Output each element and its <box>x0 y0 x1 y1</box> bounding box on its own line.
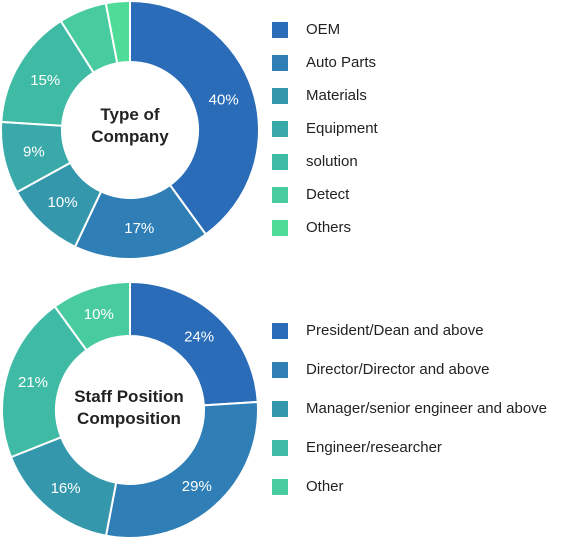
slice-label: 9% <box>23 143 45 160</box>
legend-label: solution <box>306 153 358 170</box>
slice-label: 21% <box>18 374 48 391</box>
slice-label: 15% <box>30 72 60 89</box>
legend-label: OEM <box>306 21 341 38</box>
type-of-company-chart: 40% 17% 10% 9% 15% Type of Company OEM Auto P… <box>0 0 580 262</box>
legend-swatch <box>272 186 288 203</box>
legend-swatch <box>272 219 288 236</box>
legend-item: Other <box>272 467 547 506</box>
slice-label: 10% <box>48 194 78 211</box>
slice-label: 29% <box>182 478 212 495</box>
legend-swatch <box>272 120 288 137</box>
chart-title-line: Type of <box>100 105 160 124</box>
legend-item: Engineer/researcher <box>272 428 547 467</box>
legend-swatch <box>272 322 288 339</box>
legend-item: Others <box>272 211 378 244</box>
chart-title-line: Staff Position <box>74 387 184 406</box>
legend-swatch <box>272 21 288 38</box>
chart-title-line: Composition <box>77 409 181 428</box>
legend-label: Manager/senior engineer and above <box>306 400 548 417</box>
donut-slice <box>129 0 260 236</box>
legend-swatch <box>272 87 288 104</box>
legend-item: Equipment <box>272 112 378 145</box>
legend-label: Materials <box>306 87 367 104</box>
staff-position-chart: 24% 29% 16% 21% 10% Staff Position Compositi… <box>0 280 580 540</box>
slice-label: 40% <box>209 92 239 109</box>
legend-swatch <box>272 400 288 417</box>
legend-item: Detect <box>272 178 378 211</box>
legend-label: Auto Parts <box>306 54 377 71</box>
legend-item: solution <box>272 145 378 178</box>
legend-item: Director/Director and above <box>272 350 547 389</box>
slice-label: 16% <box>51 480 81 497</box>
legend-label: Detect <box>306 186 350 203</box>
type-of-company-legend: OEM Auto Parts Materials Equipment solution D… <box>272 13 378 244</box>
donut-slice <box>104 400 259 539</box>
legend-item: Manager/senior engineer and above <box>272 389 547 428</box>
type-of-company-donut: 40% 17% 10% 9% 15% <box>0 0 260 260</box>
legend-item: President/Dean and above <box>272 311 547 350</box>
staff-position-title: Staff Position Composition <box>54 386 204 430</box>
legend-swatch <box>272 361 288 378</box>
legend-swatch <box>272 439 288 456</box>
legend-label: President/Dean and above <box>306 322 484 339</box>
legend-label: Director/Director and above <box>306 361 490 378</box>
legend-label: Others <box>306 219 352 236</box>
legend-label: Engineer/researcher <box>306 439 442 456</box>
legend-item: Auto Parts <box>272 46 378 79</box>
legend-item: Materials <box>272 79 378 112</box>
slice-label: 17% <box>124 220 154 237</box>
legend-label: Equipment <box>306 120 378 137</box>
legend-swatch <box>272 478 288 495</box>
chart-title-line: Company <box>91 127 169 146</box>
type-of-company-title: Type of Company <box>68 104 192 148</box>
donut-slice <box>104 0 131 65</box>
legend-item: OEM <box>272 13 378 46</box>
donut-slice <box>129 280 259 407</box>
legend-label: Other <box>306 478 344 495</box>
donut-slice <box>53 280 131 352</box>
staff-position-donut: 24% 29% 16% 21% 10% <box>1 280 259 539</box>
legend-swatch <box>272 153 288 170</box>
legend-swatch <box>272 54 288 71</box>
staff-position-legend: President/Dean and above Director/Directo… <box>272 311 547 506</box>
slice-label: 24% <box>184 328 214 345</box>
slice-label: 10% <box>84 306 114 323</box>
